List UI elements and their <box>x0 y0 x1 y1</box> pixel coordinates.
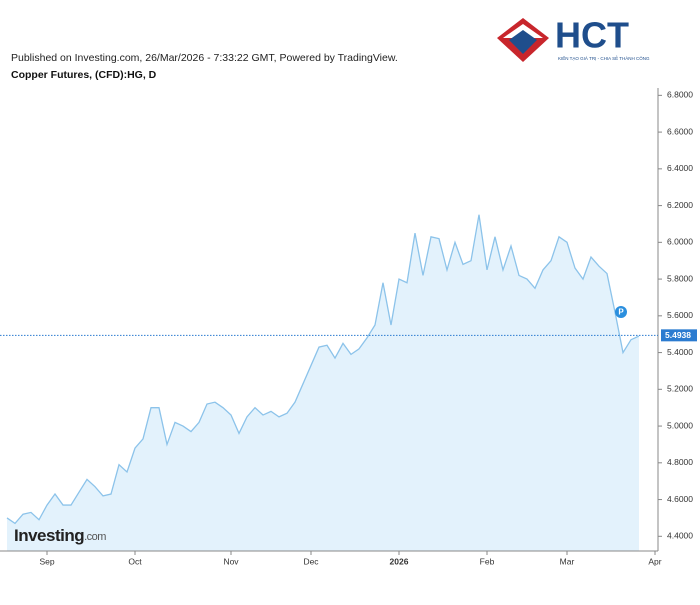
x-tick-label: 2026 <box>390 556 409 566</box>
line <box>6 214 640 525</box>
y-tick-label: 5.6000 <box>667 310 693 320</box>
y-tick-label: 6.8000 <box>667 90 693 100</box>
logo-text: HCT <box>555 15 629 56</box>
last-price-box <box>661 329 697 342</box>
y-tick-label: 6.0000 <box>667 237 693 247</box>
published-note: Published on Investing.com, 26/Mar/2026 … <box>11 52 398 64</box>
y-tick-label: 5.0000 <box>667 420 693 430</box>
y-tick-label: 6.4000 <box>667 163 693 173</box>
x-tick-label: Oct <box>128 556 142 566</box>
y-tick-label: 5.4000 <box>667 347 693 357</box>
logo-tagline: KIẾN TẠO GIÁ TRỊ - CHIA SẺ THÀNH CÔNG <box>558 55 650 61</box>
x-tick-label: Apr <box>648 556 661 566</box>
logo: HCT KIẾN TẠO GIÁ TRỊ - CHIA SẺ THÀNH CÔN… <box>497 15 650 62</box>
x-tick-label: Sep <box>39 556 54 566</box>
last-price-label: 5.4938 <box>665 330 691 340</box>
x-tick-label: Feb <box>480 556 495 566</box>
y-tick-label: 6.2000 <box>667 200 693 210</box>
y-tick-label: 4.8000 <box>667 457 693 467</box>
watermark: Investing.com <box>14 526 106 545</box>
x-tick-label: Nov <box>223 556 239 566</box>
y-tick-label: 5.8000 <box>667 273 693 283</box>
x-tick-label: Mar <box>560 556 575 566</box>
area <box>7 214 639 551</box>
logo-diamond-core <box>509 30 537 54</box>
y-tick-label: 4.6000 <box>667 494 693 504</box>
y-tick-label: 6.6000 <box>667 126 693 136</box>
event-marker <box>615 306 627 318</box>
watermark-suffix: .com <box>84 531 106 543</box>
y-tick-label: 4.4000 <box>667 531 693 541</box>
x-tick-label: Dec <box>303 556 319 566</box>
y-tick-label: 5.2000 <box>667 384 693 394</box>
event-marker-label: P <box>618 308 624 317</box>
watermark-brand: Investing <box>14 526 84 545</box>
plot-area <box>6 214 640 551</box>
chart-title: Copper Futures, (CFD):HG, D <box>11 69 157 81</box>
